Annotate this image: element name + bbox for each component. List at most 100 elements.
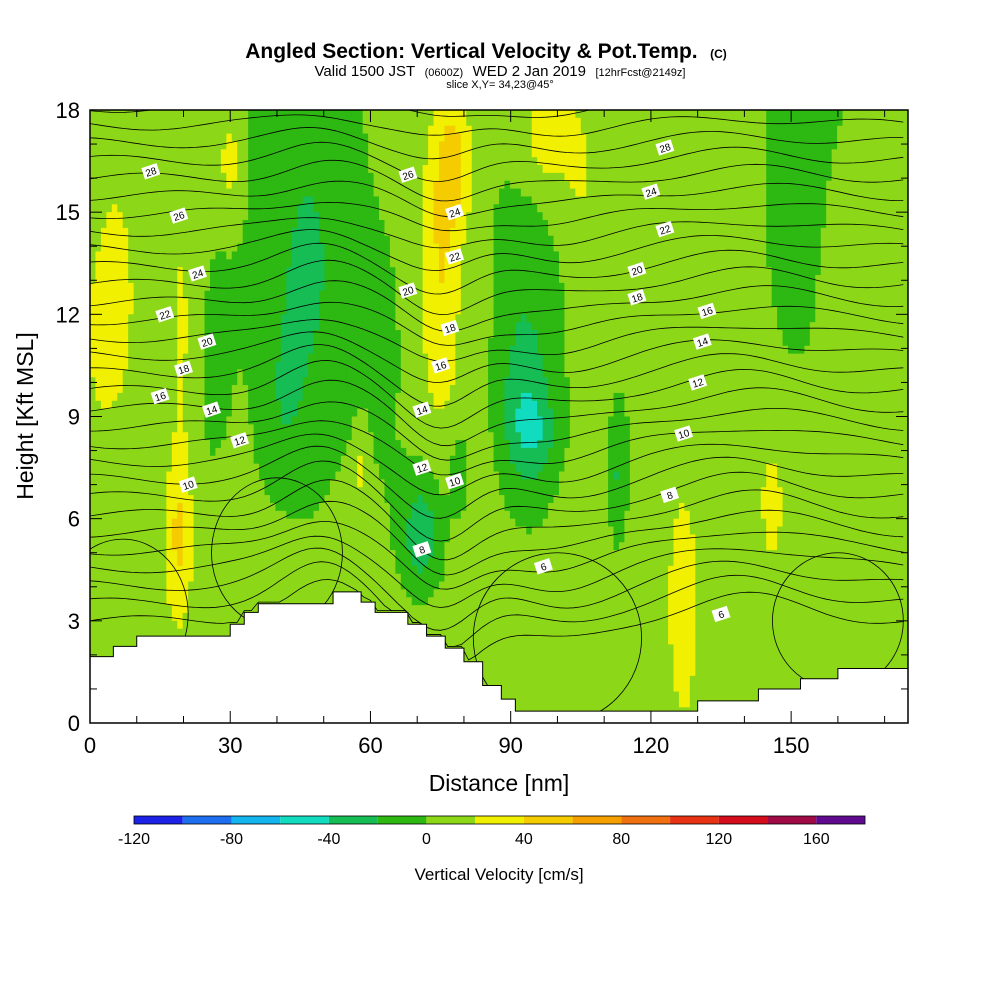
velocity-cell	[291, 117, 298, 127]
velocity-cell	[357, 416, 364, 425]
velocity-cell	[329, 581, 336, 590]
velocity-cell	[242, 416, 249, 425]
velocity-cell	[346, 314, 353, 323]
velocity-cell	[171, 557, 178, 567]
velocity-cell	[253, 377, 260, 386]
velocity-cell	[406, 330, 413, 339]
velocity-cell	[220, 290, 227, 300]
velocity-cell	[209, 526, 217, 535]
velocity-cell	[177, 165, 184, 174]
velocity-cell	[253, 534, 260, 543]
velocity-cell	[340, 322, 347, 331]
velocity-cell	[259, 290, 266, 300]
velocity-cell	[188, 243, 195, 253]
velocity-cell	[171, 542, 178, 551]
velocity-cell	[166, 165, 173, 174]
velocity-cell	[406, 447, 413, 457]
velocity-cell	[133, 298, 140, 308]
velocity-cell	[95, 416, 102, 425]
velocity-cell	[155, 542, 162, 551]
velocity-cell	[302, 117, 309, 127]
velocity-cell	[226, 345, 233, 355]
velocity-cell	[291, 463, 298, 473]
velocity-cell	[302, 196, 309, 205]
velocity-cell	[335, 550, 342, 559]
velocity-cell	[313, 440, 320, 449]
velocity-cell	[362, 330, 369, 339]
velocity-cell	[346, 463, 353, 473]
velocity-cell	[188, 306, 195, 315]
velocity-cell	[128, 227, 135, 237]
velocity-cell	[308, 447, 315, 457]
velocity-cell	[199, 157, 206, 166]
velocity-cell	[226, 471, 233, 480]
velocity-cell	[411, 565, 418, 575]
velocity-cell	[90, 212, 97, 221]
velocity-cell	[193, 212, 200, 221]
velocity-cell	[422, 581, 429, 590]
velocity-cell	[422, 495, 429, 504]
velocity-cell	[149, 510, 157, 520]
velocity-cell	[199, 369, 206, 378]
velocity-cell	[433, 605, 440, 614]
velocity-cell	[199, 471, 206, 480]
velocity-cell	[177, 542, 184, 551]
velocity-cell	[324, 227, 331, 237]
velocity-cell	[297, 204, 304, 213]
velocity-cell	[139, 495, 146, 504]
velocity-cell	[188, 212, 195, 221]
velocity-cell	[144, 557, 151, 567]
velocity-cell	[280, 149, 287, 158]
velocity-cell	[329, 165, 336, 174]
velocity-cell	[379, 149, 386, 158]
velocity-cell	[280, 322, 287, 331]
velocity-cell	[433, 612, 440, 622]
velocity-cell	[193, 369, 200, 378]
velocity-cell	[329, 542, 336, 551]
velocity-cell	[335, 526, 342, 535]
velocity-cell	[400, 125, 407, 135]
velocity-cell	[411, 455, 418, 465]
velocity-cell	[237, 172, 244, 182]
velocity-cell	[340, 196, 347, 205]
velocity-cell	[379, 298, 386, 308]
velocity-cell	[297, 408, 304, 418]
velocity-cell	[313, 275, 320, 284]
velocity-cell	[231, 471, 238, 480]
velocity-cell	[106, 620, 113, 630]
velocity-cell	[373, 408, 380, 418]
velocity-cell	[128, 110, 135, 119]
velocity-cell	[242, 227, 249, 237]
velocity-cell	[199, 353, 206, 363]
velocity-cell	[100, 597, 107, 606]
velocity-cell	[199, 259, 206, 268]
velocity-cell	[237, 589, 244, 598]
velocity-cell	[373, 180, 380, 190]
velocity-cell	[226, 573, 233, 583]
velocity-cell	[111, 565, 118, 575]
velocity-cell	[368, 133, 375, 143]
velocity-cell	[373, 157, 380, 166]
velocity-cell	[226, 589, 233, 598]
velocity-cell	[329, 573, 336, 583]
velocity-cell	[209, 447, 217, 457]
velocity-cell	[308, 392, 315, 402]
velocity-cell	[133, 573, 140, 583]
velocity-cell	[362, 392, 369, 402]
velocity-cell	[379, 314, 386, 323]
velocity-cell	[406, 518, 413, 528]
velocity-cell	[122, 196, 129, 205]
velocity-cell	[133, 416, 140, 425]
velocity-cell	[286, 542, 293, 551]
velocity-cell	[100, 565, 107, 575]
velocity-cell	[302, 392, 309, 402]
velocity-cell	[406, 565, 413, 575]
velocity-cell	[139, 385, 146, 394]
velocity-cell	[286, 314, 293, 323]
velocity-cell	[177, 117, 184, 127]
velocity-cell	[259, 251, 266, 260]
velocity-cell	[286, 361, 293, 370]
velocity-cell	[291, 408, 298, 418]
velocity-cell	[122, 597, 129, 606]
velocity-cell	[406, 573, 413, 583]
